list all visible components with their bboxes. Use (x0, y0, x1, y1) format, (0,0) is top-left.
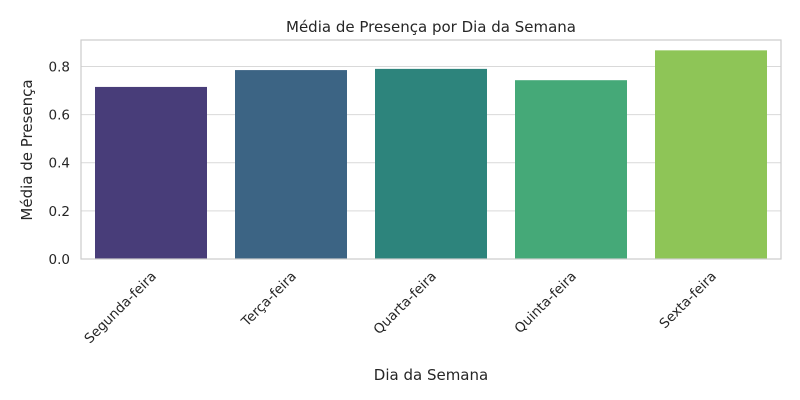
bar-2 (235, 70, 347, 259)
plot-frame (80, 39, 782, 260)
bar-5 (655, 50, 767, 259)
y-tick-label: 0.6 (49, 108, 70, 124)
y-tick-labels: 0.0 0.2 0.4 0.6 0.8 (49, 59, 70, 268)
y-tick-label: 0.0 (49, 252, 70, 268)
y-axis-label: Média de Presença (18, 79, 36, 220)
x-tick-label: Segunda-feira (81, 269, 159, 347)
y-tick-label: 0.8 (49, 59, 70, 75)
x-tick-labels: Segunda-feira Terça-feira Quarta-feira Quin… (81, 269, 719, 347)
bar-4 (515, 80, 627, 259)
x-axis-label: Dia da Semana (374, 366, 488, 384)
x-tick-label: Terça-feira (238, 269, 300, 331)
chart-title: Média de Presença por Dia da Semana (286, 18, 576, 36)
bar-3 (375, 68, 487, 259)
bar-1 (95, 86, 207, 259)
x-tick-label: Sexta-feira (656, 269, 719, 332)
y-tick-label: 0.2 (49, 204, 70, 220)
x-tick-label: Quarta-feira (370, 269, 439, 338)
bars (95, 50, 767, 259)
x-tick-label: Quinta-feira (512, 269, 580, 337)
y-tick-label: 0.4 (49, 156, 70, 172)
